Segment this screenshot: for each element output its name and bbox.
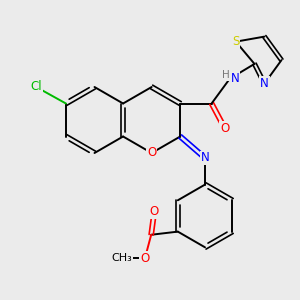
Text: O: O bbox=[220, 122, 230, 135]
Text: N: N bbox=[231, 72, 239, 85]
Text: H: H bbox=[222, 70, 230, 80]
Text: O: O bbox=[140, 252, 149, 265]
Text: N: N bbox=[260, 77, 269, 90]
Text: O: O bbox=[150, 205, 159, 218]
Text: CH₃: CH₃ bbox=[111, 253, 132, 263]
Text: O: O bbox=[147, 146, 156, 160]
Text: S: S bbox=[232, 35, 239, 48]
Text: Cl: Cl bbox=[30, 80, 42, 94]
Text: N: N bbox=[201, 152, 209, 164]
